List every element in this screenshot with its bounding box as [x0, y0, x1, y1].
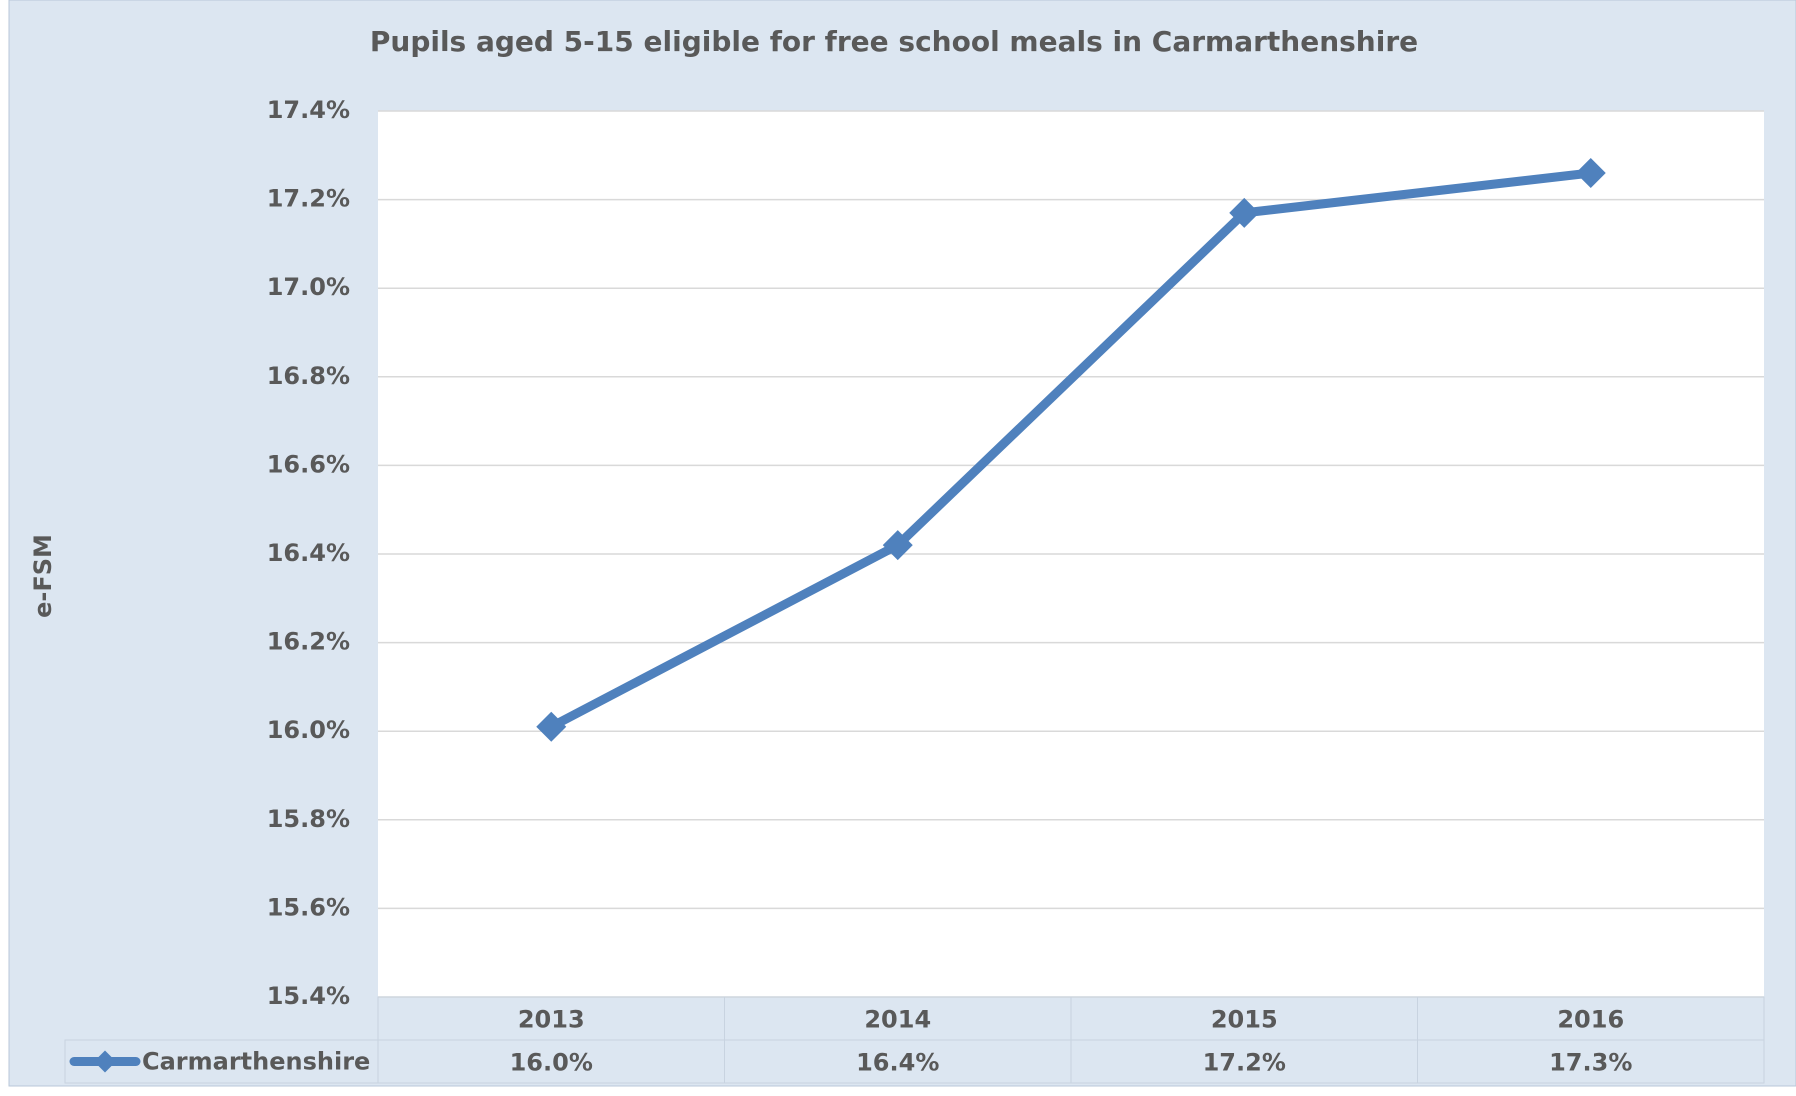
y-tick-label: 17.0% — [267, 273, 350, 301]
legend-label: Carmarthenshire — [142, 1048, 370, 1076]
y-tick-label: 17.4% — [267, 96, 350, 124]
x-tick-label: 2014 — [864, 1006, 931, 1034]
data-label: 17.3% — [1549, 1049, 1632, 1077]
legend-marker — [94, 1050, 116, 1073]
y-tick-label: 16.6% — [267, 450, 350, 478]
x-tick-label: 2015 — [1211, 1006, 1278, 1034]
data-label: 16.0% — [510, 1049, 593, 1077]
data-table-cell — [1417, 1039, 1765, 1084]
y-tick-label: 16.2% — [267, 628, 350, 656]
y-tick-label: 17.2% — [267, 185, 350, 213]
x-tick-label: 2016 — [1557, 1006, 1624, 1034]
y-tick-label: 15.4% — [267, 982, 350, 1010]
series-line — [549, 168, 1592, 731]
y-axis-label: e-FSM — [29, 534, 57, 618]
data-label: 17.2% — [1203, 1049, 1286, 1077]
marker — [1575, 158, 1606, 189]
x-tick-label: 2013 — [518, 1006, 585, 1034]
y-tick-label: 16.0% — [267, 716, 350, 744]
marker — [882, 530, 913, 561]
y-tick-label: 16.8% — [267, 362, 350, 390]
marker — [536, 711, 567, 742]
y-tick-label: 15.6% — [267, 893, 350, 921]
y-tick-label: 16.4% — [267, 539, 350, 567]
marker — [1229, 197, 1260, 228]
chart-title: Pupils aged 5-15 eligible for free schoo… — [370, 25, 1418, 58]
data-label: 16.4% — [856, 1049, 939, 1077]
y-tick-label: 15.8% — [267, 805, 350, 833]
